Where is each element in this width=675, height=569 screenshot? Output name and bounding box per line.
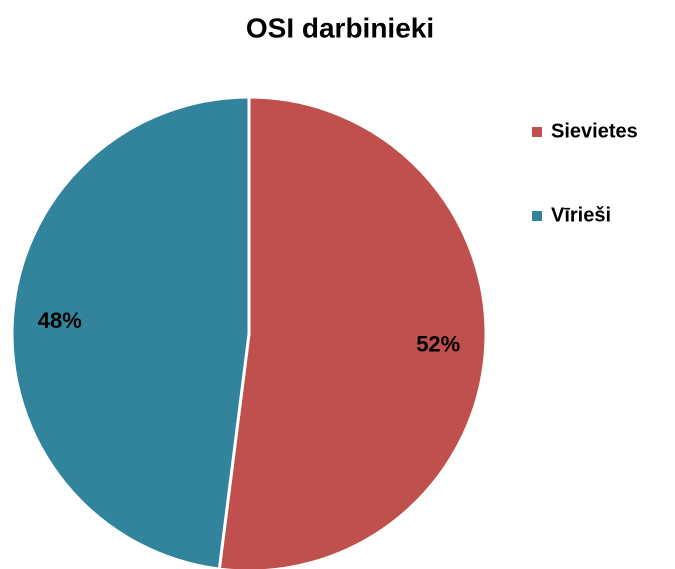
- data-label: 52%: [416, 332, 460, 357]
- chart-title: OSI darbinieki: [246, 12, 434, 43]
- legend-label: Sievietes: [551, 120, 638, 142]
- pie-slice: [217, 95, 488, 569]
- data-label: 48%: [38, 308, 82, 333]
- legend-label: Vīrieši: [551, 204, 611, 226]
- legend-swatch: [532, 211, 542, 221]
- pie-slice: [10, 95, 251, 569]
- legend-swatch: [532, 127, 542, 137]
